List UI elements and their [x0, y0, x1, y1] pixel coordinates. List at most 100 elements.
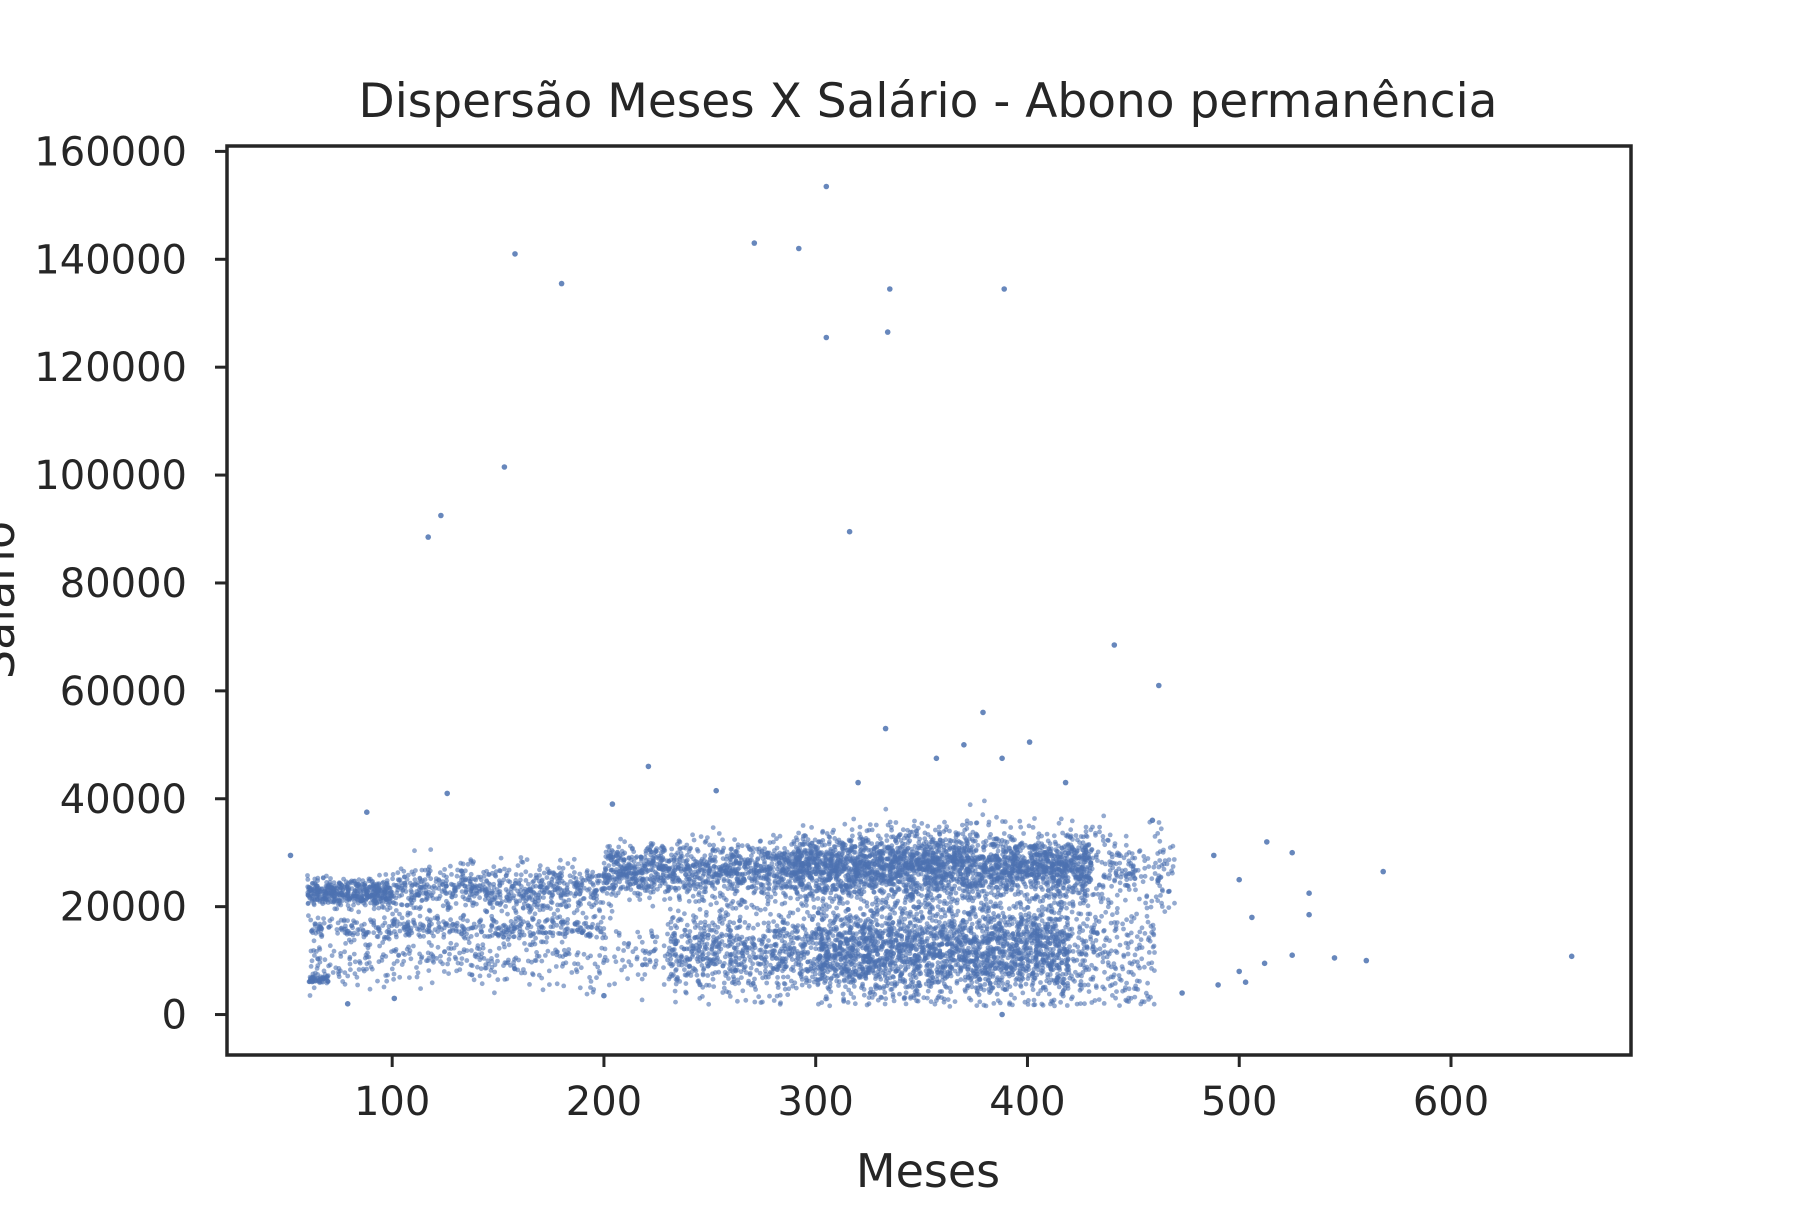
- scatter-point: [879, 851, 884, 857]
- scatter-point: [684, 852, 690, 858]
- scatter-point: [375, 887, 381, 893]
- scatter-point: [1114, 892, 1120, 898]
- scatter-point: [1011, 850, 1017, 855]
- scatter-point: [821, 870, 827, 876]
- scatter-point: [1125, 883, 1131, 889]
- scatter-point: [541, 895, 546, 900]
- scatter-point: [650, 855, 656, 861]
- scatter-point: [308, 888, 314, 893]
- scatter-point: [857, 824, 863, 830]
- scatter-point: [777, 833, 783, 839]
- scatter-point: [759, 849, 765, 855]
- scatter-point: [1109, 883, 1114, 889]
- scatter-point: [750, 849, 756, 855]
- scatter-point: [650, 880, 655, 886]
- scatter-point: [769, 861, 775, 866]
- scatter-point: [1115, 906, 1120, 911]
- scatter-point: [1161, 847, 1166, 853]
- scatter-point: [1103, 909, 1109, 915]
- scatter-point: [539, 877, 545, 883]
- scatter-point: [711, 842, 716, 848]
- scatter-point: [801, 841, 807, 847]
- scatter-point: [864, 854, 869, 860]
- scatter-point: [1112, 877, 1117, 883]
- scatter-point: [648, 890, 654, 895]
- scatter-point: [601, 860, 607, 866]
- scatter-point: [577, 891, 582, 897]
- scatter-point: [779, 883, 784, 889]
- scatter-point: [393, 901, 399, 907]
- scatter-point: [513, 898, 519, 904]
- scatter-point: [725, 878, 731, 884]
- scatter-point: [941, 877, 947, 883]
- scatter-point: [1044, 893, 1050, 899]
- scatter-point: [873, 881, 879, 887]
- scatter-point: [1077, 864, 1082, 870]
- scatter-point: [484, 878, 489, 883]
- scatter-point: [570, 864, 575, 870]
- scatter-point: [1152, 834, 1158, 839]
- scatter-point: [558, 895, 564, 901]
- scatter-point: [931, 851, 936, 857]
- scatter-point: [941, 829, 947, 834]
- scatter-point: [834, 875, 839, 881]
- scatter-point: [960, 822, 965, 828]
- scatter-point: [556, 875, 562, 881]
- scatter-point: [326, 893, 332, 899]
- scatter-point: [328, 899, 333, 905]
- scatter-point: [1030, 858, 1035, 864]
- scatter-point: [466, 895, 472, 900]
- scatter-point: [915, 861, 920, 866]
- scatter-point: [723, 897, 729, 903]
- scatter-point: [474, 932, 480, 938]
- scatter-point: [613, 883, 619, 888]
- scatter-point: [889, 824, 894, 830]
- scatter-point: [879, 864, 885, 870]
- scatter-point: [781, 866, 786, 871]
- scatter-point: [841, 864, 847, 870]
- scatter-point: [673, 885, 678, 891]
- scatter-point: [983, 843, 988, 848]
- scatter-point: [964, 866, 970, 872]
- scatter-point: [521, 892, 527, 898]
- scatter-point: [967, 802, 973, 808]
- scatter-point: [351, 878, 357, 884]
- scatter-point: [660, 864, 666, 869]
- scatter-point: [444, 874, 449, 880]
- scatter-point: [555, 907, 561, 913]
- scatter-point: [358, 895, 364, 900]
- scatter-point: [693, 899, 699, 904]
- scatter-point: [721, 845, 727, 851]
- scatter-point: [902, 849, 907, 855]
- scatter-point: [1031, 883, 1036, 888]
- scatter-point: [606, 863, 612, 869]
- scatter-point: [513, 910, 519, 915]
- scatter-point: [762, 867, 768, 873]
- scatter-point: [1073, 833, 1079, 838]
- scatter-point: [856, 861, 861, 866]
- scatter-point: [517, 898, 523, 904]
- scatter-point: [481, 869, 486, 875]
- scatter-point: [491, 864, 497, 870]
- scatter-point: [1161, 861, 1167, 867]
- scatter-point: [1066, 884, 1072, 890]
- scatter-point: [735, 845, 741, 850]
- scatter-point: [919, 821, 925, 826]
- scatter-point: [677, 879, 683, 884]
- scatter-point: [968, 820, 974, 826]
- scatter-point: [436, 896, 442, 901]
- scatter-point: [526, 881, 531, 887]
- scatter-point: [886, 863, 891, 868]
- scatter-point: [947, 828, 952, 834]
- scatter-point: [655, 886, 660, 892]
- scatter-point: [947, 847, 952, 852]
- scatter-point: [1054, 852, 1060, 857]
- scatter-point: [858, 877, 864, 883]
- scatter-point: [1017, 818, 1023, 824]
- scatter-point: [1111, 860, 1117, 866]
- scatter-point: [661, 871, 666, 876]
- scatter-point: [305, 877, 311, 882]
- scatter-point: [787, 879, 793, 885]
- scatter-point: [1053, 883, 1059, 889]
- scatter-point: [823, 857, 829, 862]
